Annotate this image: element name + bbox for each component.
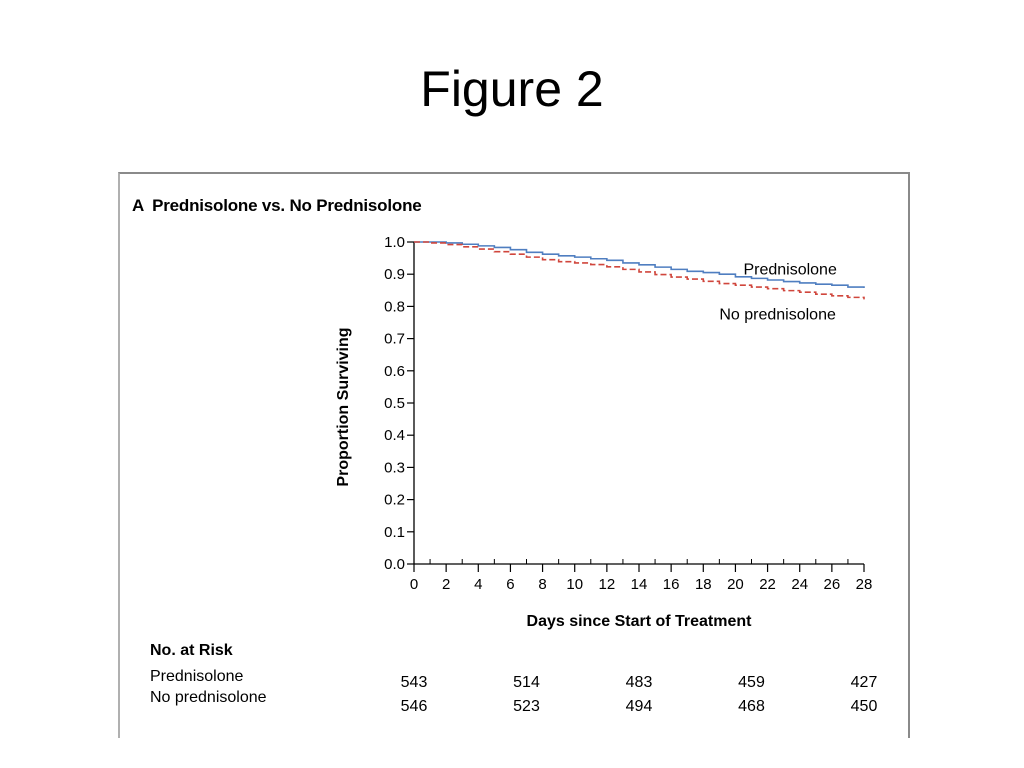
- y-axis-label: Proportion Surviving: [335, 327, 352, 486]
- y-tick-label: 0.2: [384, 492, 405, 509]
- risk-value: 523: [513, 698, 540, 715]
- x-tick-label: 26: [824, 576, 841, 593]
- y-tick-label: 0.1: [384, 524, 405, 541]
- risk-value: 543: [400, 674, 428, 691]
- slide-title: Figure 2: [420, 61, 604, 117]
- panel-title: Prednisolone vs. No Prednisolone: [152, 196, 422, 215]
- panel-heading: A Prednisolone vs. No Prednisolone: [132, 196, 422, 216]
- x-tick-label: 0: [410, 576, 418, 593]
- series-line-no-prednisolone: [414, 241, 865, 300]
- x-tick-label: 6: [506, 576, 514, 593]
- risk-table-title: No. at Risk: [150, 642, 233, 659]
- x-axis-label: Days since Start of Treatment: [527, 613, 753, 630]
- survival-chart: 0.00.10.20.30.40.50.60.70.80.91.00 2 4 6 8 10…: [335, 234, 873, 630]
- x-tick-label: 10: [566, 576, 583, 593]
- x-tick-label: 2: [442, 576, 450, 593]
- risk-row-label: No prednisolone: [150, 689, 267, 706]
- y-tick-label: 0.9: [384, 266, 405, 283]
- panel-letter: A: [132, 196, 145, 215]
- risk-value: 483: [625, 674, 653, 691]
- x-tick-label: 12: [599, 576, 616, 593]
- y-tick-label: 0.6: [384, 363, 405, 380]
- risk-table: No. at Risk Prednisolone No prednisolone: [150, 642, 267, 708]
- risk-value: 450: [850, 698, 878, 715]
- x-tick-label: 22: [759, 576, 776, 593]
- risk-value: 546: [400, 698, 428, 715]
- figure-panel: A Prednisolone vs. No Prednisolone 0.0 0.1…: [118, 172, 910, 738]
- y-tick-label: 0.7: [384, 331, 405, 348]
- x-tick-label: 14: [631, 576, 648, 593]
- y-tick-label: 0.4: [384, 427, 405, 444]
- x-tick-label: 4: [474, 576, 482, 593]
- y-tick-label: 0.3: [384, 459, 405, 476]
- x-tick-label: 8: [538, 576, 546, 593]
- risk-value: 494: [625, 698, 653, 715]
- series-annotation-no-prednisolone: No prednisolone: [719, 306, 836, 323]
- risk-value: 427: [850, 674, 878, 691]
- x-tick-label: 16: [663, 576, 680, 593]
- x-tick-label: 24: [791, 576, 808, 593]
- risk-value: 468: [738, 698, 765, 715]
- y-tick-label: 0.0: [384, 556, 405, 573]
- x-tick-label: 20: [727, 576, 744, 593]
- x-tick-label: 18: [695, 576, 712, 593]
- series-annotation-prednisolone: Prednisolone: [743, 261, 837, 278]
- risk-row-label: Prednisolone: [150, 668, 244, 685]
- y-tick-label: 1.0: [384, 234, 405, 251]
- y-tick-label: 0.5: [384, 395, 405, 412]
- series-line-prednisolone: [414, 241, 865, 289]
- x-tick-label: 28: [856, 576, 873, 593]
- risk-value: 459: [738, 674, 765, 691]
- y-tick-label: 0.8: [384, 298, 405, 315]
- risk-value: 514: [513, 674, 540, 691]
